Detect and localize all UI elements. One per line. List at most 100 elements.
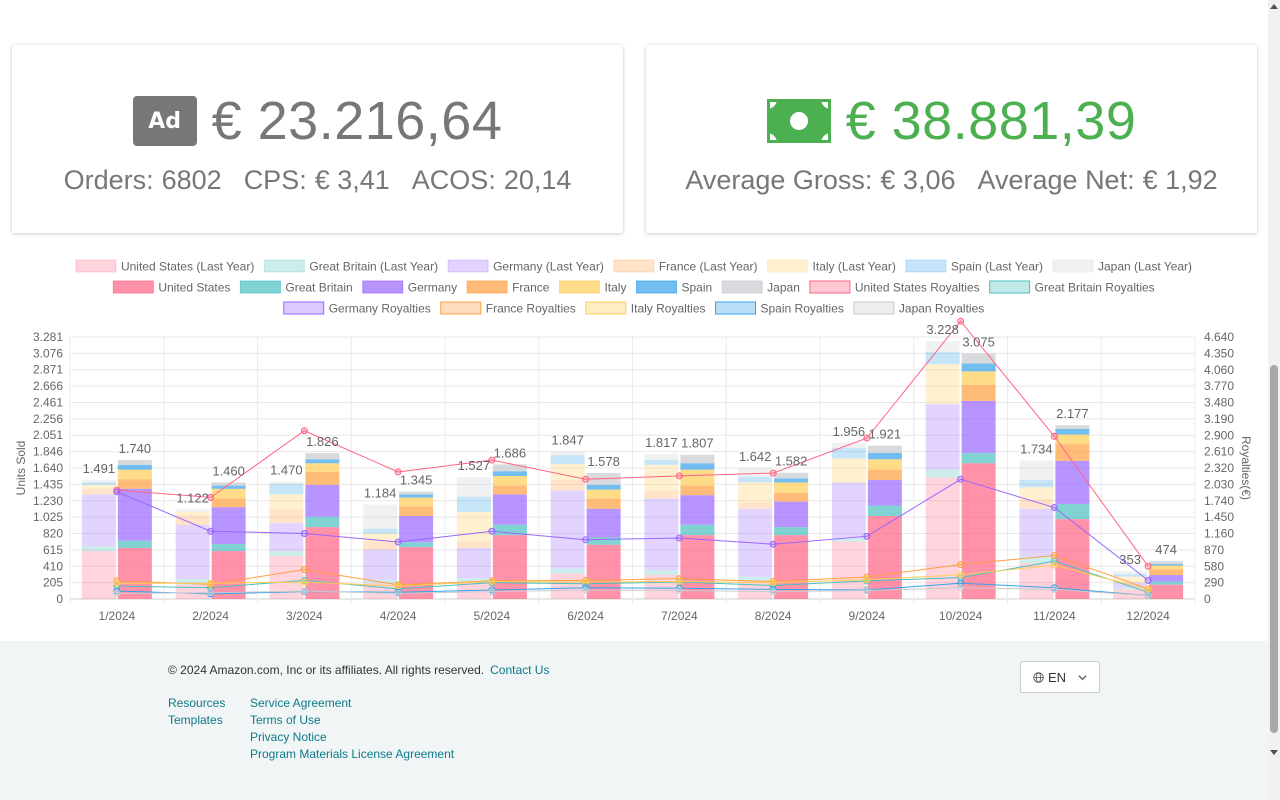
bar-segment[interactable] — [175, 524, 210, 580]
bar-segment[interactable] — [550, 455, 585, 465]
bar-segment[interactable] — [81, 484, 116, 489]
bar-segment[interactable] — [774, 527, 809, 536]
legend-item[interactable]: Spain (Last Year) — [905, 259, 1043, 274]
legend-item[interactable]: France (Last Year) — [613, 259, 758, 274]
royalty-point[interactable] — [1050, 504, 1058, 512]
bar-segment[interactable] — [456, 511, 491, 542]
royalty-point[interactable] — [113, 577, 121, 585]
bar-segment[interactable] — [1149, 563, 1184, 566]
legend-item[interactable]: France Royalties — [440, 301, 576, 316]
bar-segment[interactable] — [305, 459, 340, 464]
bar-segment[interactable] — [81, 551, 116, 599]
bar-segment[interactable] — [175, 511, 210, 516]
royalty-point[interactable] — [1144, 592, 1152, 600]
bar-segment[interactable] — [738, 476, 773, 483]
bar-segment[interactable] — [680, 454, 715, 464]
royalty-point[interactable] — [394, 582, 402, 590]
bar-segment[interactable] — [1019, 480, 1054, 488]
royalty-point[interactable] — [1144, 585, 1152, 593]
scroll-down-arrow-icon[interactable] — [1270, 750, 1278, 755]
bar-segment[interactable] — [456, 477, 491, 497]
bar-segment[interactable] — [1149, 569, 1184, 576]
bar-segment[interactable] — [1149, 581, 1184, 585]
bar-segment[interactable] — [925, 404, 960, 470]
privacy-notice-link[interactable]: Privacy Notice — [250, 730, 327, 744]
bar-segment[interactable] — [644, 570, 679, 576]
bar-segment[interactable] — [305, 484, 340, 517]
bar-segment[interactable] — [399, 494, 434, 498]
legend-item[interactable]: United States — [112, 280, 230, 295]
royalty-point[interactable] — [207, 493, 215, 501]
royalty-point[interactable] — [207, 579, 215, 587]
bar-segment[interactable] — [774, 492, 809, 502]
bar-segment[interactable] — [399, 547, 434, 599]
royalty-point[interactable] — [300, 566, 308, 574]
bar-segment[interactable] — [175, 515, 210, 525]
bar-segment[interactable] — [680, 463, 715, 470]
royalty-point[interactable] — [863, 576, 871, 584]
bar-segment[interactable] — [81, 494, 116, 547]
royalty-point[interactable] — [675, 534, 683, 542]
scroll-up-arrow-icon[interactable] — [1270, 4, 1278, 9]
royalty-point[interactable] — [769, 585, 777, 593]
legend-item[interactable]: Italy (Last Year) — [767, 259, 896, 274]
royalty-point[interactable] — [1050, 432, 1058, 440]
bar-segment[interactable] — [961, 400, 996, 453]
bar-segment[interactable] — [117, 488, 152, 541]
bar-segment[interactable] — [1055, 519, 1090, 599]
bar-segment[interactable] — [1019, 556, 1054, 564]
legend-item[interactable]: Italy — [558, 280, 626, 295]
bar-segment[interactable] — [586, 498, 621, 509]
bar-segment[interactable] — [81, 488, 116, 495]
bar-segment[interactable] — [363, 504, 398, 529]
bar-segment[interactable] — [81, 479, 116, 483]
bar-segment[interactable] — [738, 581, 773, 599]
bar-segment[interactable] — [305, 472, 340, 485]
bar-segment[interactable] — [867, 469, 902, 481]
bar-segment[interactable] — [1019, 460, 1054, 481]
bar-segment[interactable] — [550, 480, 585, 491]
bar-segment[interactable] — [81, 482, 116, 485]
bar-segment[interactable] — [363, 579, 398, 584]
bar-segment[interactable] — [644, 498, 679, 571]
royalty-point[interactable] — [113, 587, 121, 595]
bar-segment[interactable] — [867, 452, 902, 460]
bar-segment[interactable] — [1055, 428, 1090, 435]
bar-segment[interactable] — [586, 489, 621, 499]
bar-segment[interactable] — [211, 551, 246, 599]
royalty-point[interactable] — [863, 587, 871, 595]
royalty-point[interactable] — [1050, 561, 1058, 569]
royalty-point[interactable] — [300, 530, 308, 537]
bar-segment[interactable] — [117, 469, 152, 480]
bar-segment[interactable] — [211, 507, 246, 544]
bar-segment[interactable] — [492, 471, 527, 477]
royalty-point[interactable] — [488, 456, 496, 464]
royalty-point[interactable] — [1050, 585, 1058, 593]
bar-segment[interactable] — [1113, 576, 1148, 582]
bar-segment[interactable] — [456, 496, 491, 512]
legend-item[interactable]: Great Britain — [239, 280, 353, 295]
royalty-point[interactable] — [582, 586, 590, 594]
bar-segment[interactable] — [81, 546, 116, 552]
royalty-point[interactable] — [300, 427, 308, 435]
royalty-point[interactable] — [769, 469, 777, 477]
royalty-point[interactable] — [769, 588, 777, 596]
bar-segment[interactable] — [925, 477, 960, 599]
bar-segment[interactable] — [363, 583, 398, 599]
bar-segment[interactable] — [831, 482, 866, 539]
bar-segment[interactable] — [399, 497, 434, 507]
bar-segment[interactable] — [680, 524, 715, 536]
royalty-point[interactable] — [582, 578, 590, 586]
legend-item[interactable]: Japan (Last Year) — [1052, 259, 1192, 274]
service-agreement-link[interactable]: Service Agreement — [250, 696, 352, 710]
legend-item[interactable]: France — [466, 280, 550, 295]
bar-segment[interactable] — [117, 547, 152, 599]
royalty-point[interactable] — [769, 540, 777, 548]
bar-segment[interactable] — [644, 575, 679, 599]
legend-item[interactable]: Italy Royalties — [585, 301, 706, 316]
bar-segment[interactable] — [586, 544, 621, 599]
bar-segment[interactable] — [925, 352, 960, 365]
bar-segment[interactable] — [774, 472, 809, 479]
royalty-point[interactable] — [1144, 562, 1152, 570]
bar-segment[interactable] — [961, 463, 996, 599]
